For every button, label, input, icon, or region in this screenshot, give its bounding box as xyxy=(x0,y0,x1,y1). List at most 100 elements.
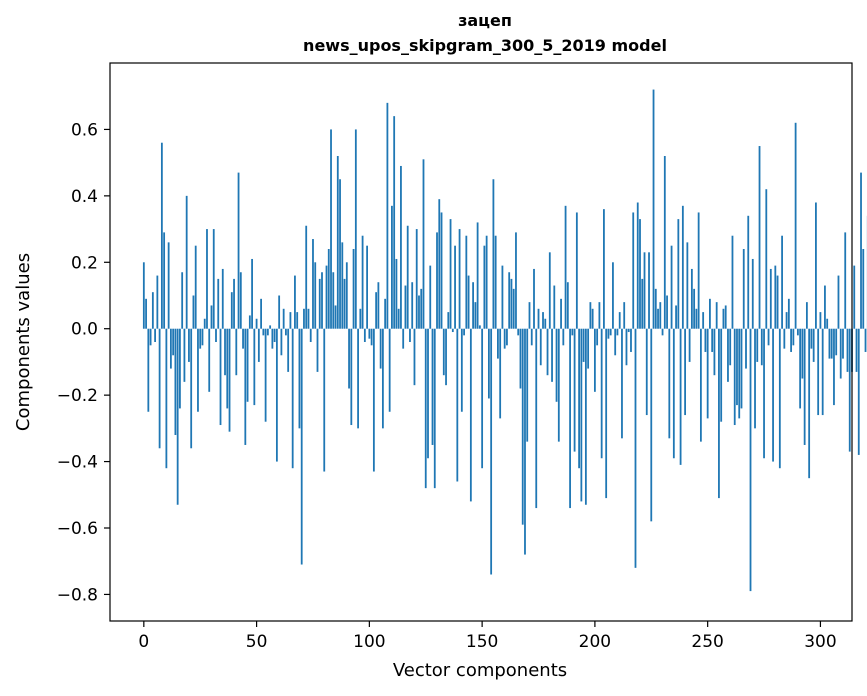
bar xyxy=(837,275,840,329)
bar xyxy=(165,328,168,469)
bar xyxy=(282,308,285,329)
bar xyxy=(397,308,400,329)
bar xyxy=(221,268,224,329)
bar xyxy=(354,129,357,329)
bar xyxy=(828,328,831,359)
bar xyxy=(530,328,533,346)
bar xyxy=(501,265,504,329)
bar xyxy=(853,265,856,329)
bar xyxy=(237,172,240,329)
bar xyxy=(630,328,632,352)
bar xyxy=(230,292,233,329)
bar xyxy=(257,328,260,362)
bar xyxy=(481,328,484,469)
bar xyxy=(386,102,389,329)
bar xyxy=(715,302,718,329)
bar xyxy=(584,328,587,505)
bar xyxy=(787,298,790,329)
bar xyxy=(208,328,211,392)
bar xyxy=(569,328,571,509)
bar xyxy=(251,258,253,329)
bar xyxy=(206,229,208,329)
bar xyxy=(413,328,416,386)
bar xyxy=(713,328,716,376)
bar xyxy=(192,295,195,329)
bar xyxy=(756,328,759,362)
bar xyxy=(244,328,247,445)
bar xyxy=(303,308,305,329)
bar xyxy=(149,328,152,346)
bar xyxy=(447,312,450,329)
bar xyxy=(201,328,204,346)
bar xyxy=(591,308,594,329)
bar xyxy=(860,172,862,329)
bar xyxy=(490,328,493,575)
bar xyxy=(316,328,319,372)
bar xyxy=(300,328,303,565)
bar xyxy=(704,328,707,352)
bar xyxy=(672,328,675,459)
bar xyxy=(587,328,590,369)
bar xyxy=(693,288,696,329)
chart-title: зацеп xyxy=(458,11,512,30)
bar xyxy=(697,212,700,329)
y-tick-label: −0.6 xyxy=(57,519,98,539)
bar xyxy=(487,328,490,399)
bar xyxy=(456,328,459,482)
bar xyxy=(242,328,244,349)
x-tick-label: 50 xyxy=(246,632,268,652)
bar xyxy=(659,302,662,329)
bar xyxy=(433,328,436,489)
x-tick-label: 100 xyxy=(353,632,385,652)
bar xyxy=(497,328,499,359)
bar xyxy=(377,282,380,329)
bar xyxy=(458,229,461,329)
bar xyxy=(246,328,249,402)
bar xyxy=(172,328,175,356)
bar xyxy=(460,328,463,412)
bar xyxy=(312,239,314,329)
bar xyxy=(609,328,612,336)
bar xyxy=(494,235,497,329)
bar xyxy=(415,229,418,329)
bar xyxy=(702,312,705,329)
bar xyxy=(684,328,686,416)
bar xyxy=(266,328,269,336)
bar xyxy=(796,328,799,336)
bar xyxy=(476,222,479,329)
bars xyxy=(142,89,867,592)
bar xyxy=(147,328,150,412)
bar xyxy=(731,235,734,329)
bar xyxy=(808,328,811,479)
bar xyxy=(343,278,346,329)
bar xyxy=(790,328,792,352)
y-tick-label: 0.0 xyxy=(71,320,98,340)
bar xyxy=(436,232,438,329)
bar xyxy=(648,252,650,329)
bar xyxy=(363,328,366,342)
bar xyxy=(323,328,326,472)
bar xyxy=(580,328,583,502)
bar xyxy=(393,116,396,329)
bar xyxy=(555,328,558,402)
bar xyxy=(805,302,808,329)
bar xyxy=(224,328,226,376)
bar xyxy=(359,308,362,329)
bar xyxy=(402,328,405,349)
bar xyxy=(454,245,456,329)
bar xyxy=(499,328,502,419)
bar xyxy=(690,268,693,329)
bar xyxy=(427,328,429,459)
bar xyxy=(467,275,470,329)
bar xyxy=(233,278,235,329)
bar xyxy=(839,328,842,379)
bar xyxy=(239,272,242,329)
bar xyxy=(733,328,736,426)
bar xyxy=(603,209,605,329)
bar xyxy=(639,219,641,329)
bar xyxy=(729,328,732,366)
bar xyxy=(835,328,838,356)
bar xyxy=(179,328,181,409)
bar xyxy=(253,328,256,406)
bar xyxy=(742,249,745,329)
